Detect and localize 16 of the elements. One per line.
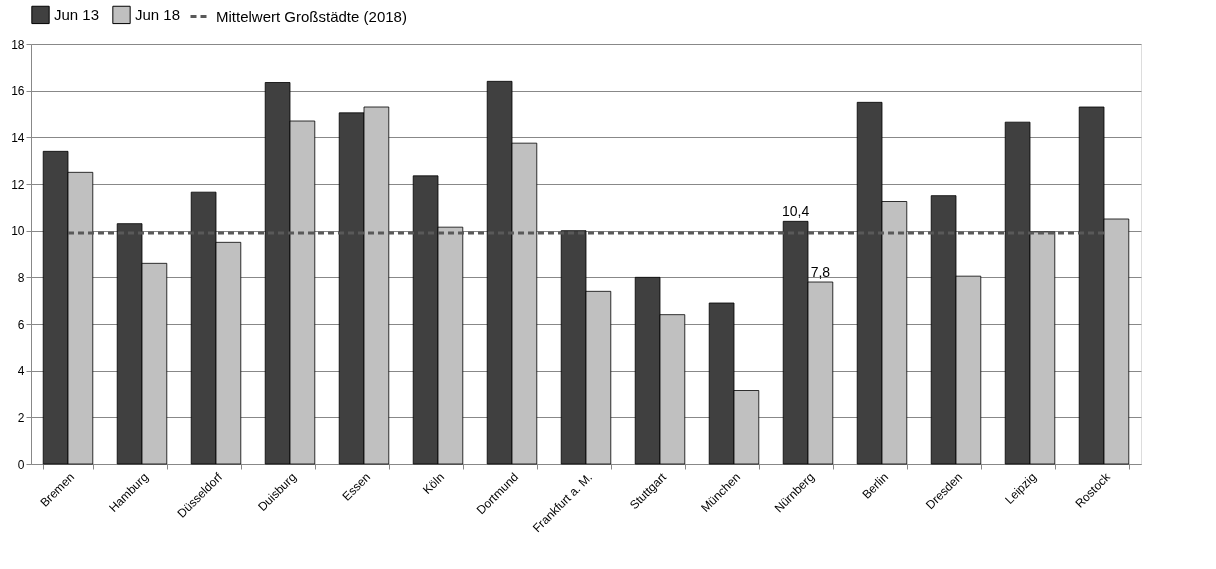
x-tick-label: Köln (420, 470, 447, 497)
y-tick-label: 14 (11, 130, 25, 145)
legend-label: Mittelwert Großstädte (2018) (216, 7, 407, 25)
y-tick-label: 8 (17, 270, 25, 285)
y-tick-label: 16 (11, 84, 25, 99)
y-tick-label: 10 (11, 224, 25, 239)
data-label: 7,8 (810, 264, 831, 280)
y-tick-label: 0 (17, 457, 25, 472)
legend-label: Jun 13 (54, 5, 100, 23)
y-tick-label: 2 (17, 410, 25, 425)
y-tick-label: 18 (11, 37, 25, 52)
legend-label: Jun 18 (135, 5, 181, 23)
data-label: 10,4 (781, 203, 810, 220)
y-tick-label: 6 (17, 317, 25, 332)
y-tick-label: 12 (11, 177, 25, 192)
y-tick-label: 4 (17, 364, 25, 379)
